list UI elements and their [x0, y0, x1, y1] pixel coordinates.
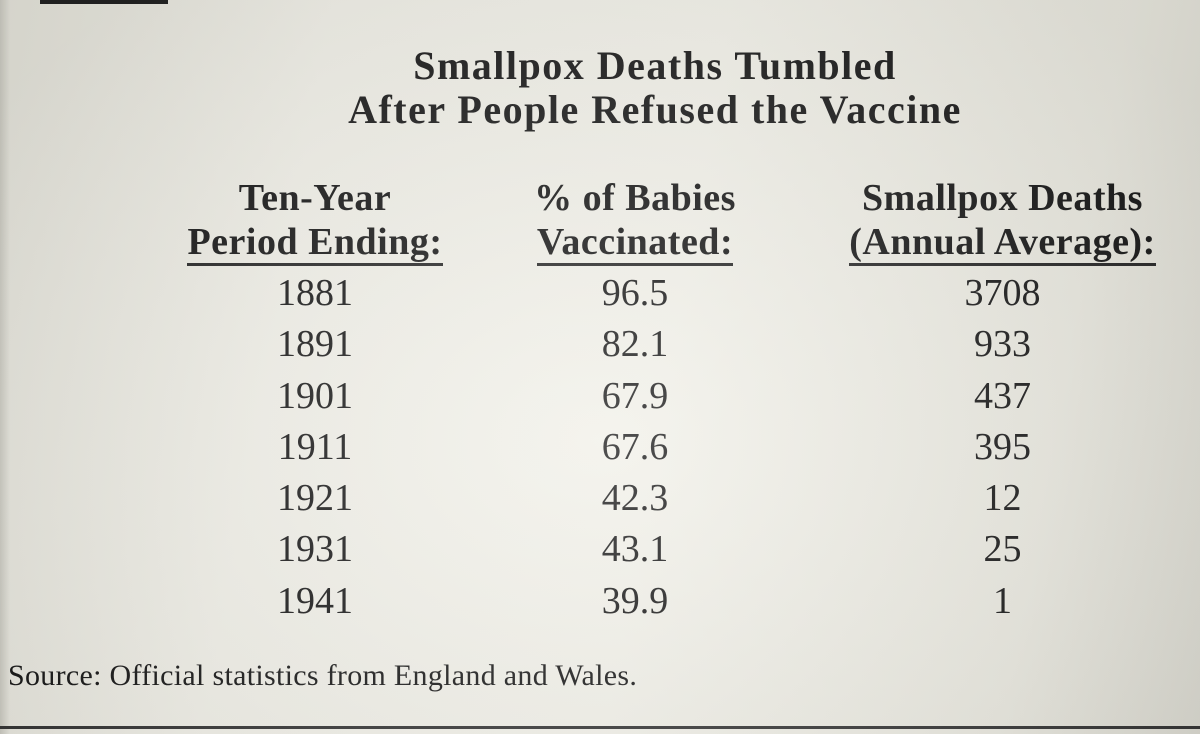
header-deaths-line-1: Smallpox Deaths: [862, 177, 1143, 219]
cell-vaccinated-1881: 96.5: [601, 272, 669, 314]
title-line-2: After People Refused the Vaccine: [348, 87, 962, 132]
header-period: Ten-Year Period Ending:: [165, 176, 465, 266]
cell-vaccinated-1931: 43.1: [601, 528, 669, 571]
cell-period-1941: 1941: [277, 579, 353, 622]
cell-vaccinated-1891: 82.1: [601, 323, 669, 366]
title-line-1: Smallpox Deaths Tumbled: [413, 43, 897, 88]
bottom-rule: [0, 726, 1200, 729]
cell-period-1901: 1901: [277, 374, 353, 417]
cell-deaths-1931: 25: [983, 528, 1022, 571]
cell-vaccinated-1911: 67.6: [601, 425, 669, 468]
cell-period-1891: 1891: [277, 323, 353, 366]
column-deaths: Smallpox Deaths (Annual Average): 3708 9…: [815, 176, 1190, 627]
cell-deaths-1921: 12: [983, 477, 1022, 520]
header-vaccinated: % of Babies Vaccinated:: [505, 176, 765, 266]
column-vaccinated: % of Babies Vaccinated: 96.5 82.1 67.9 6…: [505, 176, 765, 627]
table-title: Smallpox Deaths Tumbled After People Ref…: [0, 44, 1200, 132]
column-period: Ten-Year Period Ending: 1881 1891 1901 1…: [165, 176, 465, 627]
cell-period-1881: 1881: [277, 272, 353, 314]
header-period-line-2: Period Ending:: [187, 221, 443, 266]
cell-vaccinated-1941: 39.9: [601, 579, 669, 622]
cell-vaccinated-1921: 42.3: [601, 477, 669, 520]
cell-period-1921: 1921: [277, 477, 353, 520]
cell-deaths-1901: 437: [974, 374, 1031, 417]
header-deaths: Smallpox Deaths (Annual Average):: [815, 176, 1190, 266]
cell-period-1931: 1931: [277, 528, 353, 571]
cell-deaths-1911: 395: [974, 425, 1031, 468]
cell-deaths-1891: 933: [974, 323, 1031, 366]
cell-vaccinated-1901: 67.9: [601, 374, 669, 417]
cell-deaths-1941: 1: [993, 579, 1012, 622]
cell-period-1911: 1911: [277, 425, 353, 468]
page-edge-shadow: [0, 0, 10, 734]
header-period-line-1: Ten-Year: [238, 177, 392, 219]
header-vaccinated-line-1: % of Babies: [534, 177, 736, 219]
header-deaths-line-2: (Annual Average):: [849, 221, 1156, 266]
header-vaccinated-line-2: Vaccinated:: [536, 221, 734, 266]
cell-deaths-1881: 3708: [964, 272, 1041, 314]
top-rule: [40, 0, 168, 4]
source-note: Source: Official statistics from England…: [8, 659, 638, 692]
